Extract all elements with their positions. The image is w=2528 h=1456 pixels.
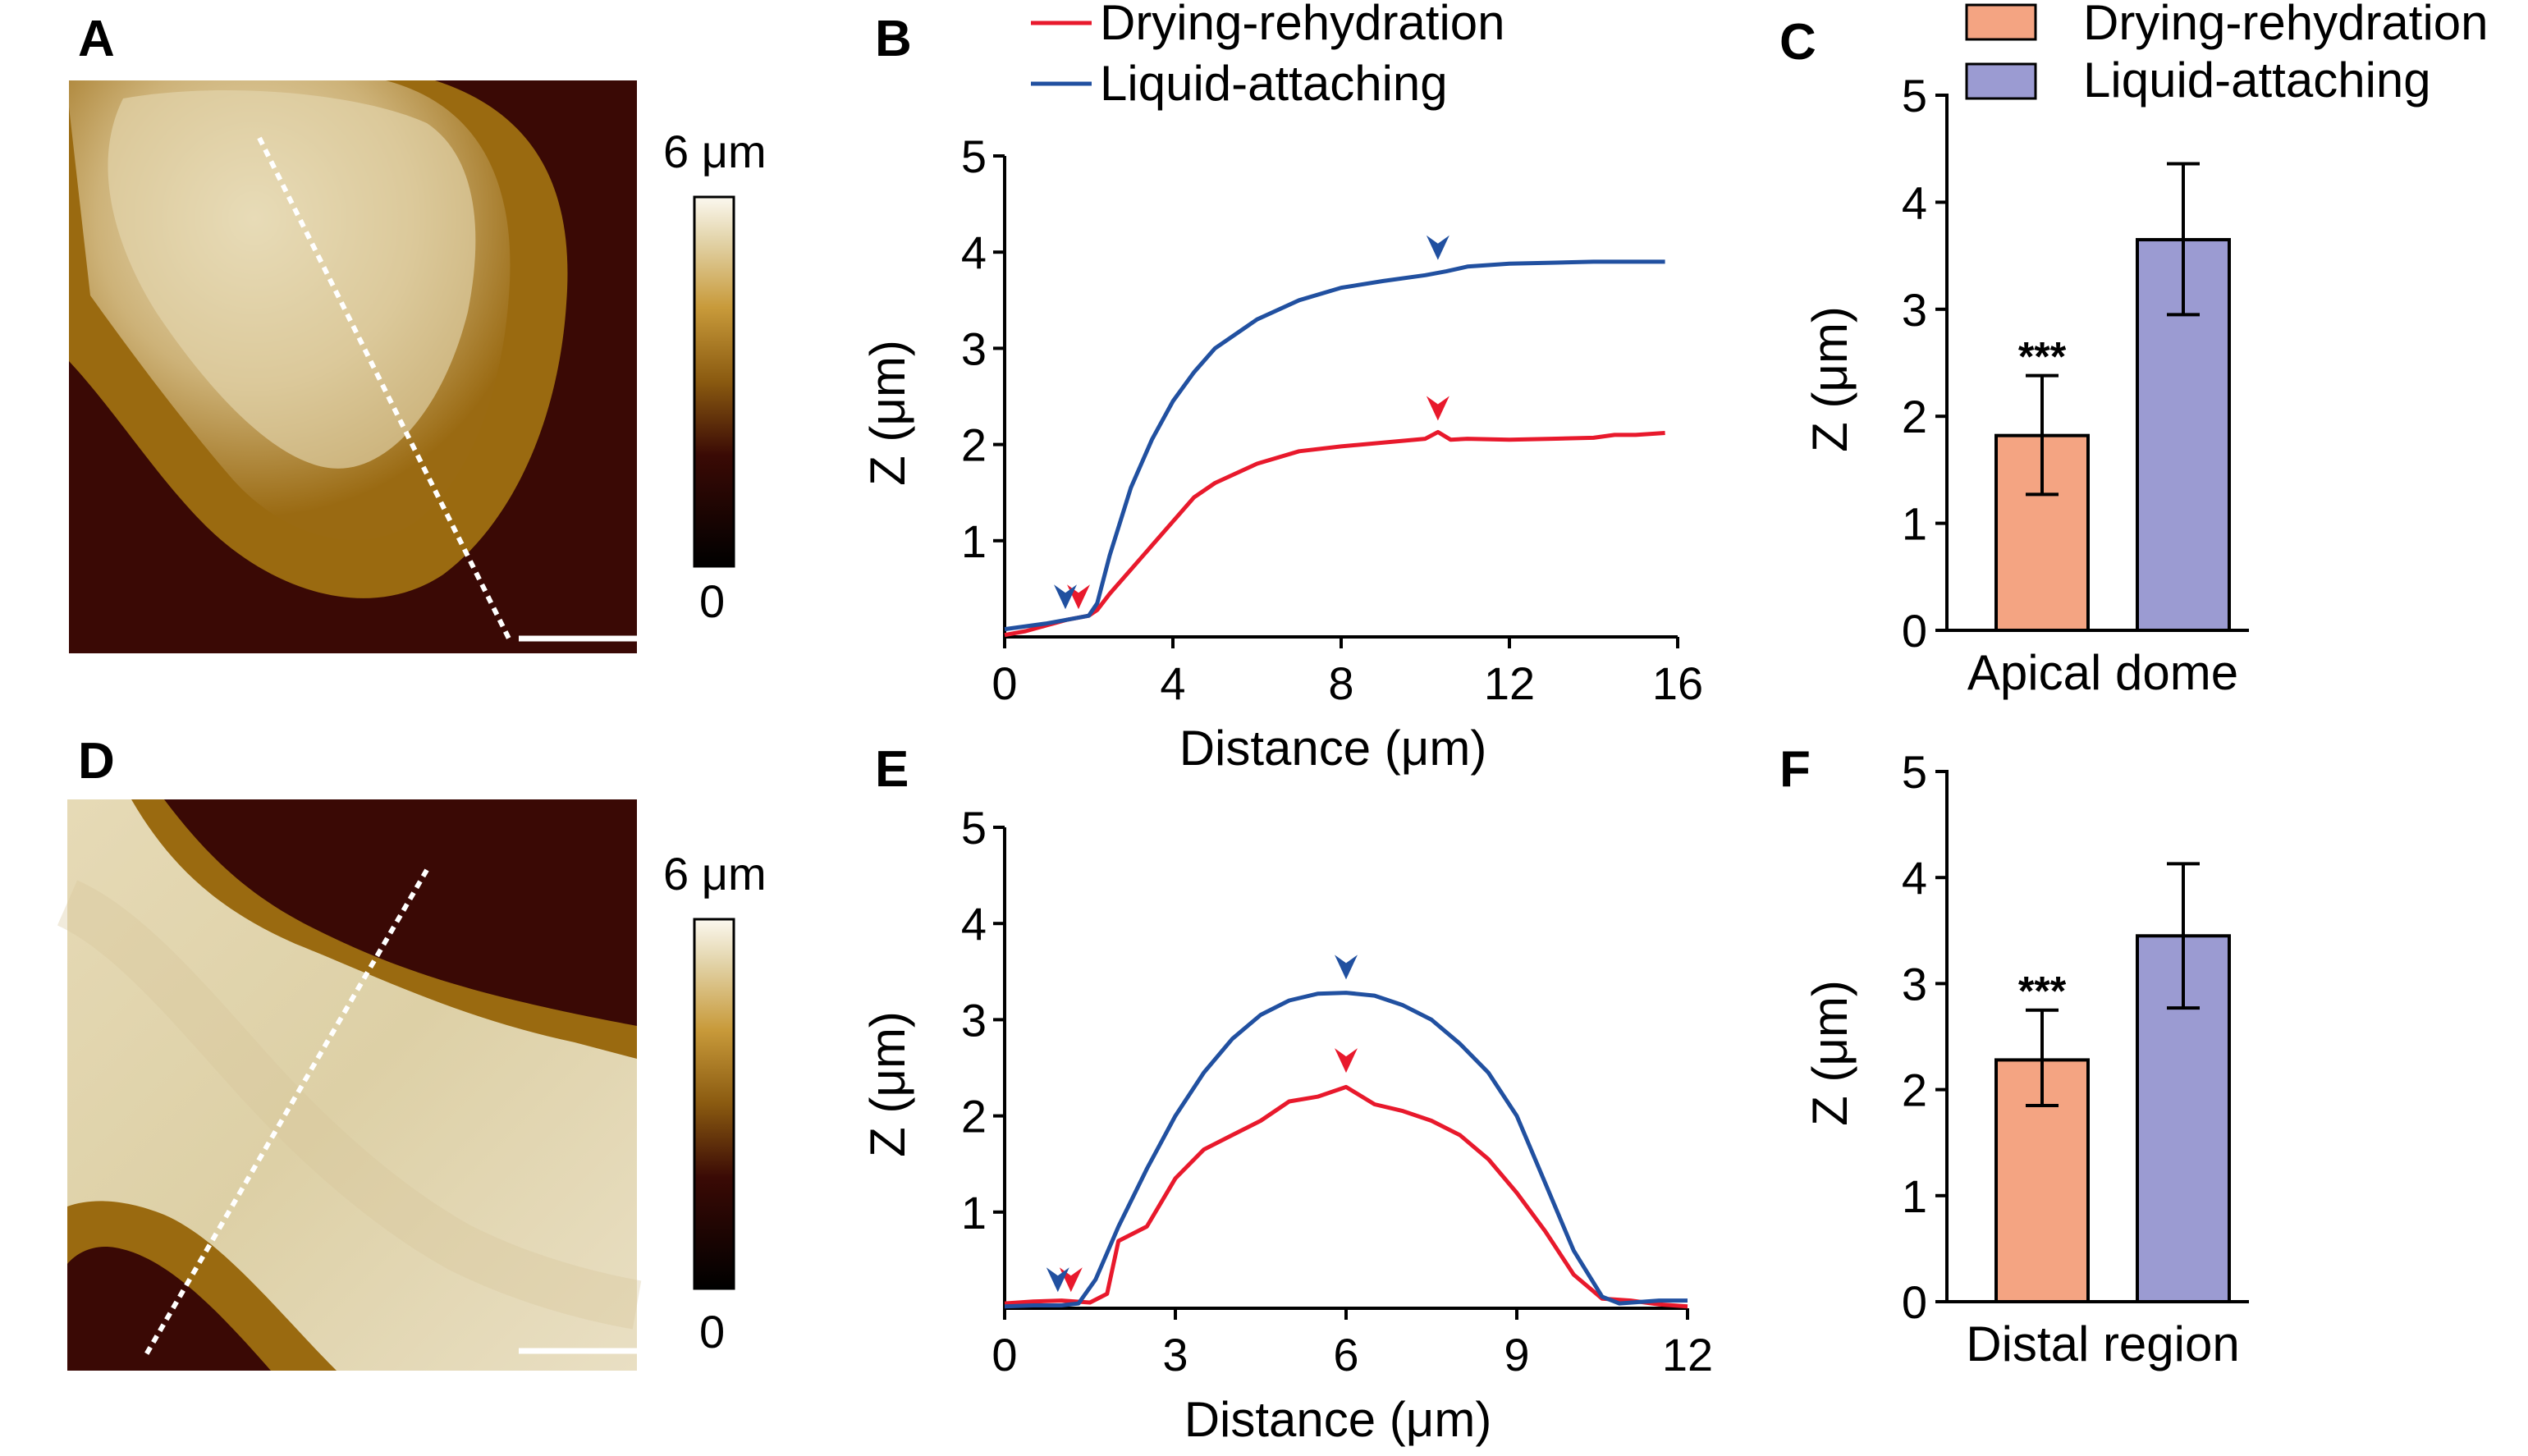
profile-line-a <box>257 136 511 640</box>
legend-c-liquid-label: Liquid-attaching <box>2083 53 2431 108</box>
y-tick-label-c: 1 <box>1902 498 1927 550</box>
legend-b: Drying-rehydration Liquid-attaching <box>1031 0 1505 111</box>
bar-chart-c: 0 1 2 3 4 5 Z (μm) Apical dome *** <box>1802 70 2249 700</box>
legend-c-drying-label: Drying-rehydration <box>2083 0 2489 50</box>
legend-c: Drying-rehydration Liquid-attaching <box>1965 0 2489 108</box>
arrow-marker-liquid-e <box>1335 955 1358 980</box>
y-axis-label-b: Z (μm) <box>860 340 915 486</box>
panel-label-b: B <box>875 11 912 67</box>
series-line-drying-b <box>1004 429 1665 638</box>
y-tick-label-b: 3 <box>961 323 987 374</box>
y-tick-label-b: 5 <box>961 130 987 182</box>
y-tick-label-e: 3 <box>961 994 987 1046</box>
colorbar-d: 6 μm 0 <box>663 848 767 1358</box>
arrow-marker-drying-b <box>1426 396 1449 421</box>
y-tick-label-c: 0 <box>1902 605 1927 657</box>
arrow-marker-drying-e <box>1335 1048 1358 1074</box>
x-tick-label-b: 0 <box>992 657 1017 709</box>
y-tick-label-b: 2 <box>961 419 987 471</box>
y-tick-label-f: 5 <box>1902 746 1927 798</box>
x-axis-label-b: Distance (μm) <box>1179 721 1487 776</box>
y-tick-label-f: 2 <box>1902 1065 1927 1116</box>
y-tick-label-c: 2 <box>1902 391 1927 442</box>
y-tick-label-c: 3 <box>1902 284 1927 336</box>
colorbar-a-min: 0 <box>699 575 725 627</box>
legend-b-drying-label: Drying-rehydration <box>1100 0 1505 50</box>
significance-label-c: *** <box>2018 334 2067 380</box>
x-tick-label-e: 0 <box>992 1329 1017 1380</box>
y-tick-label-e: 1 <box>961 1187 987 1239</box>
legend-b-liquid-label: Liquid-attaching <box>1100 56 1448 111</box>
y-tick-label-f: 4 <box>1902 852 1927 904</box>
colorbar-d-max: 6 μm <box>663 848 767 900</box>
x-tick-label-b: 4 <box>1160 657 1185 709</box>
y-tick-label-c: 5 <box>1902 70 1927 121</box>
x-tick-label-e: 9 <box>1504 1329 1529 1380</box>
y-tick-label-e: 2 <box>961 1091 987 1142</box>
x-axis-label-f: Distal region <box>1966 1316 2240 1371</box>
x-tick-label-e: 12 <box>1662 1329 1713 1380</box>
y-tick-label-b: 4 <box>961 227 987 278</box>
panel-label-d: D <box>78 733 115 790</box>
x-axis-label-c: Apical dome <box>1967 645 2238 700</box>
series-line-liquid-b <box>1004 259 1665 632</box>
x-tick-label-e: 3 <box>1162 1329 1188 1380</box>
y-axis-label-f: Z (μm) <box>1802 980 1857 1126</box>
y-tick-label-f: 3 <box>1902 958 1927 1010</box>
colorbar-a-max: 6 μm <box>663 126 767 177</box>
arrow-marker-liquid-b <box>1426 235 1449 260</box>
legend-c-drying-swatch <box>1965 3 2037 41</box>
afm-image-d <box>57 799 642 1371</box>
x-tick-label-b: 8 <box>1328 657 1353 709</box>
y-tick-label-b: 1 <box>961 515 987 567</box>
bar-drying-c <box>1994 433 2090 632</box>
bar-chart-f: 0 1 2 3 4 5 Z (μm) Distal region *** <box>1802 746 2249 1371</box>
y-tick-label-e: 4 <box>961 898 987 950</box>
x-tick-label-e: 6 <box>1333 1329 1358 1380</box>
profile-line-d <box>142 868 429 1359</box>
colorbar-d-min: 0 <box>699 1306 725 1358</box>
panel-label-f: F <box>1779 741 1811 798</box>
significance-label-f: *** <box>2018 968 2067 1014</box>
y-tick-label-e: 5 <box>961 802 987 854</box>
series-line-liquid-e <box>1004 991 1688 1309</box>
x-tick-label-b: 12 <box>1484 657 1535 709</box>
afm-image-a <box>69 80 637 653</box>
arrow-marker-liquid-e <box>1046 1267 1069 1293</box>
y-axis-label-e: Z (μm) <box>860 1011 915 1157</box>
y-tick-label-f: 0 <box>1902 1276 1927 1328</box>
colorbar-a: 6 μm 0 <box>663 126 767 627</box>
panel-label-c: C <box>1779 14 1816 71</box>
panel-label-e: E <box>875 741 909 798</box>
y-tick-label-f: 1 <box>1902 1170 1927 1222</box>
y-axis-label-c: Z (μm) <box>1802 306 1857 452</box>
panel-label-a: A <box>78 11 115 67</box>
x-axis-label-e: Distance (μm) <box>1184 1392 1492 1447</box>
arrow-marker-liquid-b <box>1054 584 1077 610</box>
legend-c-liquid-swatch <box>1965 62 2037 100</box>
x-tick-label-b: 16 <box>1652 657 1703 709</box>
y-tick-label-c: 4 <box>1902 176 1927 228</box>
series-line-drying-e <box>1004 1084 1688 1309</box>
